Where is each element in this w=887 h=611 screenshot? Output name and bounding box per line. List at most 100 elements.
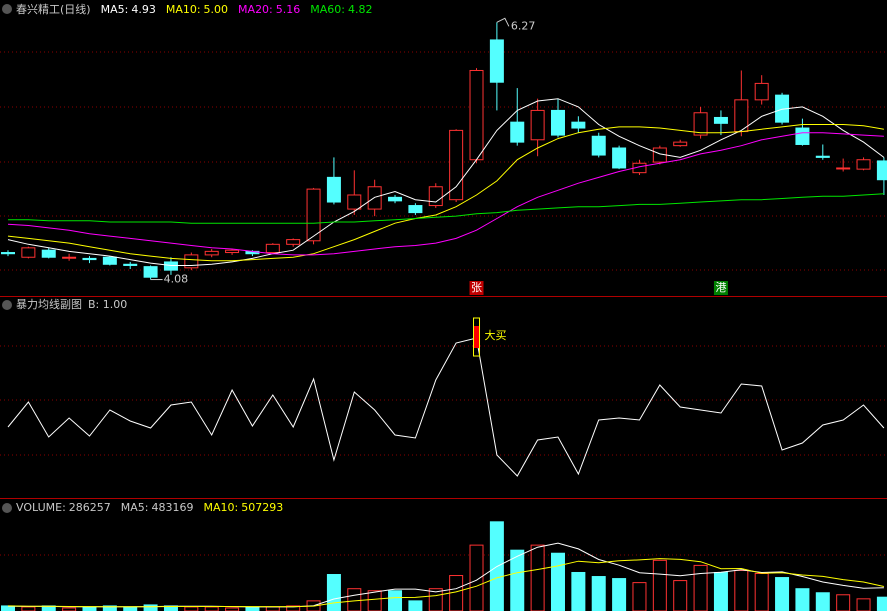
candle-body xyxy=(856,159,871,170)
signal-text: 大买 xyxy=(485,328,507,342)
candle-body xyxy=(693,112,708,136)
volume-bar xyxy=(856,598,871,611)
volume-bar xyxy=(184,606,199,611)
candle-body xyxy=(754,82,769,101)
candle-body xyxy=(123,263,138,266)
signal-frame xyxy=(473,317,481,357)
candle-body xyxy=(163,261,178,271)
candle-body xyxy=(286,239,301,245)
header-text: 483169 xyxy=(152,501,194,514)
candle-body xyxy=(550,109,565,136)
ma-line xyxy=(8,193,884,224)
volume-bar xyxy=(245,606,260,611)
volume-bar xyxy=(428,588,443,611)
candle-body xyxy=(21,247,36,258)
header-text: 5.00 xyxy=(204,3,229,16)
candle-body xyxy=(510,121,525,143)
candle-body xyxy=(62,256,77,259)
volume-bar xyxy=(693,564,708,611)
layout xyxy=(0,4,887,556)
candle-body xyxy=(204,250,219,256)
ma-line xyxy=(7,132,884,256)
menu-icon[interactable] xyxy=(2,4,12,14)
candle-body xyxy=(449,129,464,201)
candle-body xyxy=(82,257,97,261)
volume-bar xyxy=(612,578,627,611)
volume-bar xyxy=(510,549,525,611)
volume-bar xyxy=(143,604,158,611)
candle-body xyxy=(530,109,545,141)
signal-bar xyxy=(474,326,480,348)
volume-bar xyxy=(836,594,851,611)
volume-bar xyxy=(204,606,219,611)
volume-bar xyxy=(795,588,810,611)
volume-bar xyxy=(367,590,382,611)
volume-bar xyxy=(550,552,565,611)
header-text: 春兴精工(日线) xyxy=(16,2,91,16)
volume-ma xyxy=(7,542,884,608)
candle-body xyxy=(571,121,586,129)
header-text: MA5: xyxy=(101,3,129,16)
header-text: MA10: xyxy=(204,501,239,514)
candle-body xyxy=(876,160,887,181)
marker-bg xyxy=(713,281,728,295)
candle-body xyxy=(673,141,688,147)
volume-bar xyxy=(449,575,464,611)
volume-bar xyxy=(265,606,280,611)
candle-body xyxy=(408,205,423,214)
volume-bar xyxy=(713,571,728,611)
candle-body xyxy=(326,176,341,203)
candle-body xyxy=(1,252,15,255)
indicator-line xyxy=(7,337,885,477)
header-text: 286257 xyxy=(69,501,111,514)
header-text: 507293 xyxy=(241,501,283,514)
label-pointer xyxy=(496,17,510,27)
header-text: 4.82 xyxy=(348,3,373,16)
volume-bar xyxy=(571,571,586,611)
volume-bar xyxy=(21,606,36,611)
volume-bar xyxy=(591,576,606,611)
header-text: 暴力均线副图 xyxy=(16,297,82,311)
ma-line xyxy=(7,124,884,262)
menu-icon[interactable] xyxy=(2,503,12,513)
header-text: MA10: xyxy=(166,3,201,16)
header-text: B: 1.00 xyxy=(88,298,127,311)
candle-body xyxy=(469,69,484,161)
candle-body xyxy=(306,188,321,242)
candle-body xyxy=(225,249,240,254)
volume-bar xyxy=(652,559,667,611)
candle-body xyxy=(102,256,117,265)
candle-body xyxy=(713,116,728,124)
volume-bar xyxy=(102,605,117,611)
candle-body xyxy=(612,147,627,169)
high-label: 6.27 xyxy=(511,19,536,32)
marker-text: 港 xyxy=(715,281,726,294)
volume-bar xyxy=(876,596,887,611)
volume-bar xyxy=(225,607,240,611)
candle-body xyxy=(41,249,56,258)
volume-bar xyxy=(734,569,749,611)
volume-bar xyxy=(123,606,138,611)
candle-body xyxy=(836,167,851,170)
volume-bar xyxy=(775,577,790,611)
volume-bar xyxy=(673,580,688,611)
candle-body xyxy=(265,243,280,254)
volume-bar xyxy=(632,582,647,611)
marker-text: 张 xyxy=(471,281,482,294)
header-text: 4.93 xyxy=(131,3,156,16)
candle-body xyxy=(388,196,403,202)
volume-bar xyxy=(754,573,769,611)
header-text: 5.16 xyxy=(276,3,301,16)
candle-body xyxy=(347,194,362,210)
volume-bar xyxy=(530,544,545,611)
menu-icon[interactable] xyxy=(2,300,12,310)
volume-bar xyxy=(62,607,77,611)
candle-body xyxy=(591,135,606,156)
volume-bar xyxy=(469,544,484,611)
candle-body xyxy=(489,39,504,83)
header-text: MA20: xyxy=(238,3,273,16)
volume-bar xyxy=(286,605,301,611)
volume-bar xyxy=(388,590,403,611)
volume-bar xyxy=(815,592,830,611)
